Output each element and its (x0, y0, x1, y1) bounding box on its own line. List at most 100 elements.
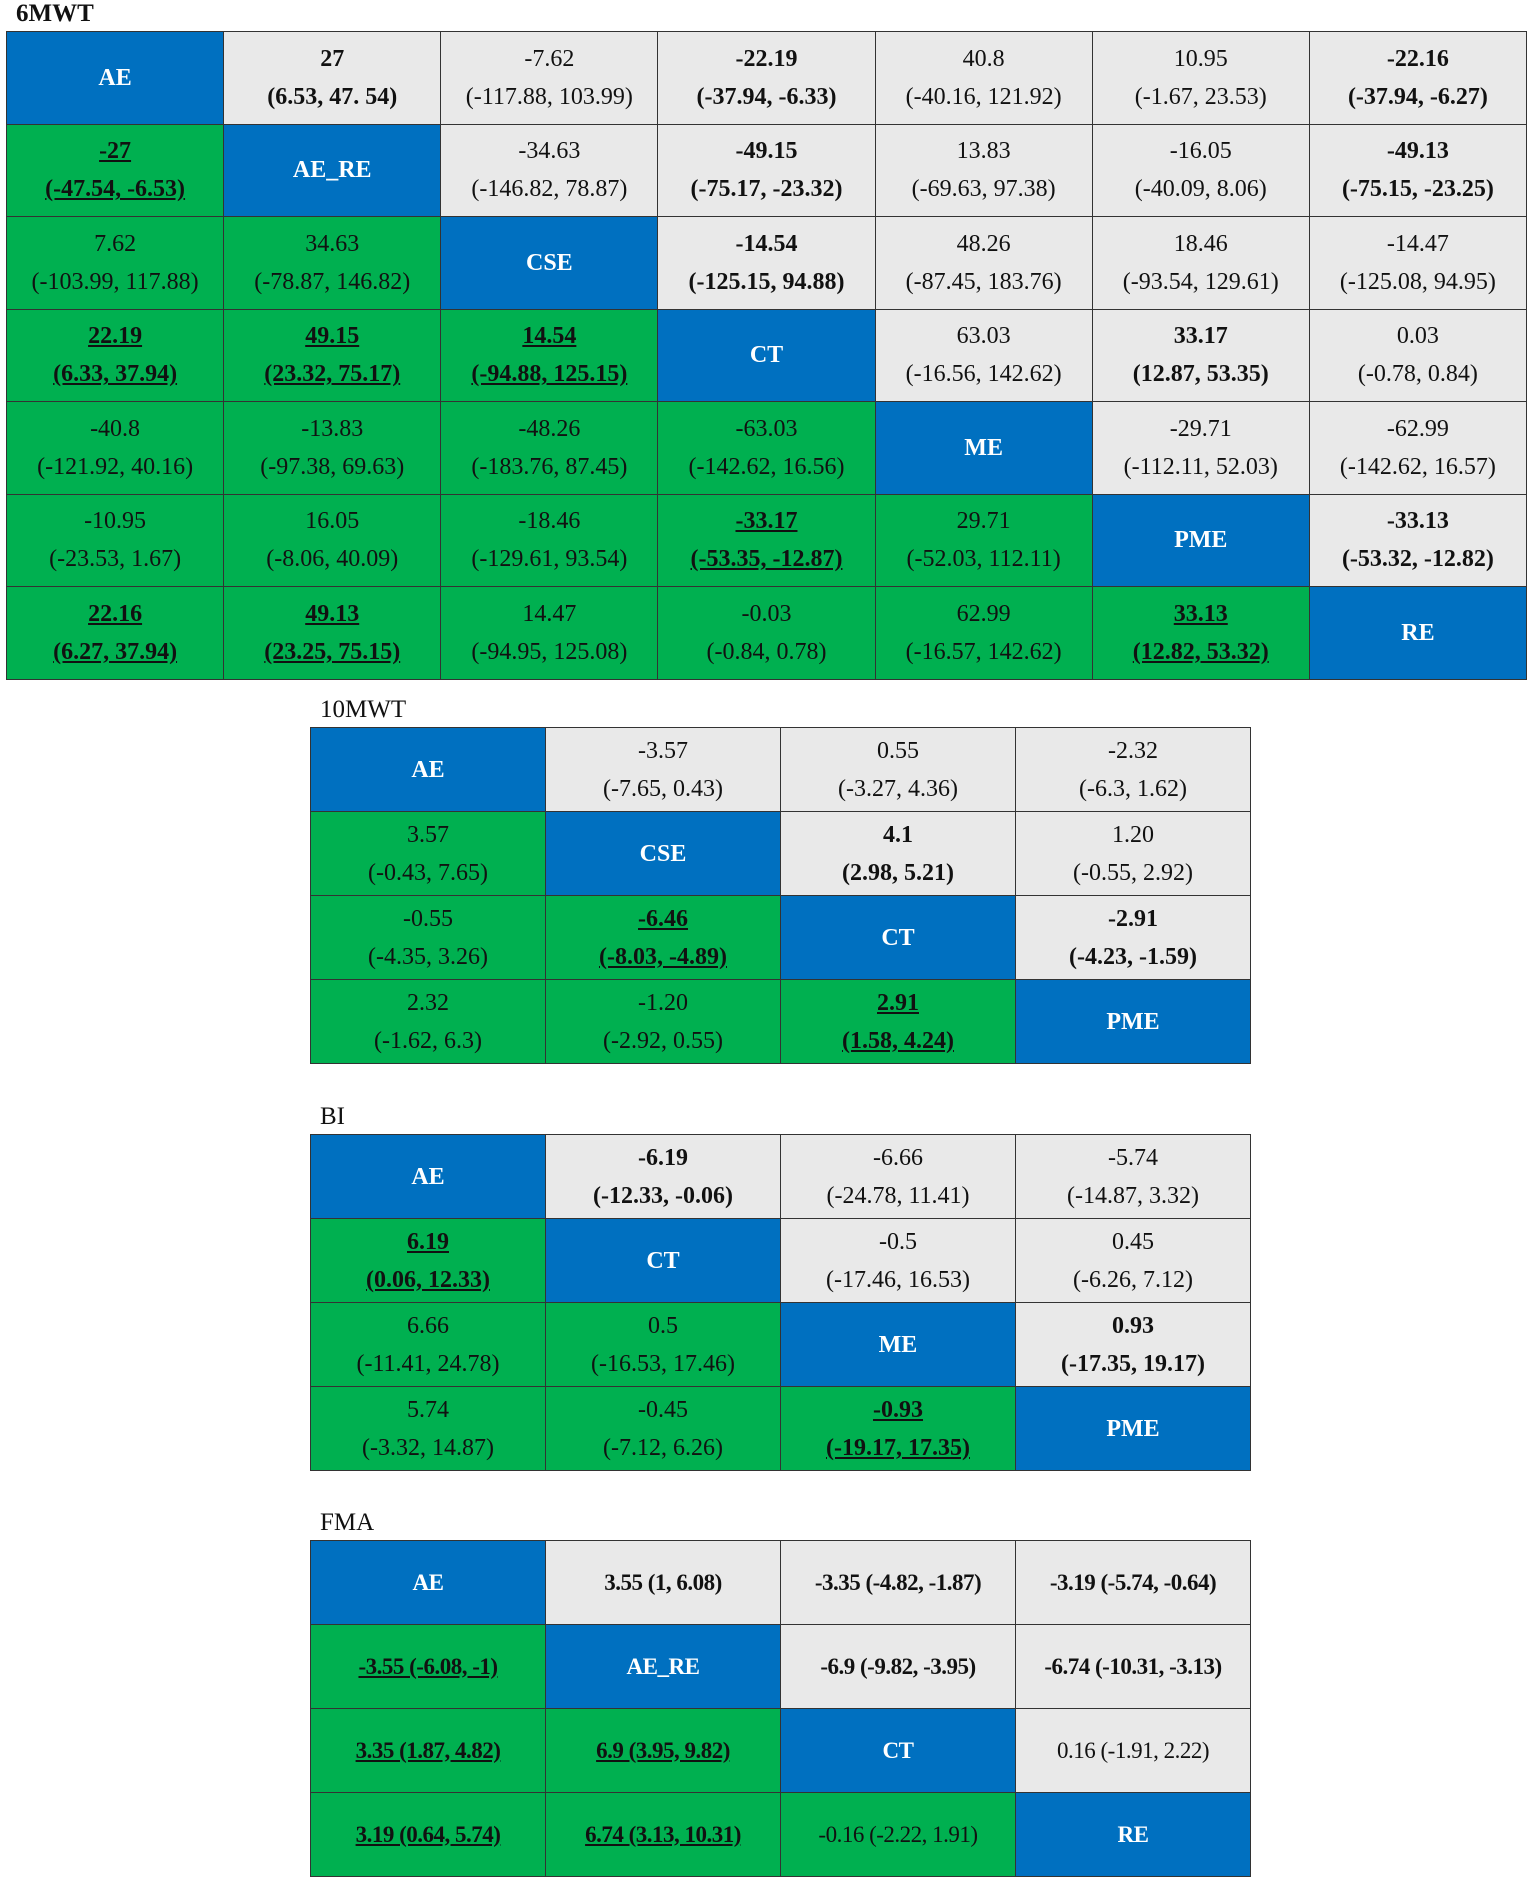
effect-estimate: 18.46 (1173, 230, 1228, 257)
confidence-interval: (23.32, 75.17) (264, 361, 401, 388)
effect-estimate: -27 (99, 138, 132, 165)
effect-estimate: -2.91 (1108, 905, 1158, 932)
treatment-label: ME (878, 1331, 918, 1358)
effect-estimate: 16.05 (305, 508, 360, 535)
lower-comparison-cell: -0.45 (-7.12, 6.26) (545, 1386, 781, 1471)
confidence-interval: (-75.15, -23.25) (1341, 176, 1494, 203)
confidence-interval: (-1.62, 6.3) (374, 1027, 482, 1054)
effect-estimate: -49.13 (1386, 138, 1449, 165)
treatment-label: CT (882, 1737, 914, 1763)
confidence-interval: (-78.87, 146.82) (254, 268, 411, 295)
matrix-row: AE -6.19 (-12.33, -0.06) -6.66 (-24.78, 11.4… (310, 1134, 1251, 1219)
table-title-10mwt: 10MWT (320, 696, 407, 723)
upper-comparison-cell: -6.74 (-10.31, -3.13) (1015, 1624, 1251, 1709)
lower-comparison-cell: 34.63 (-78.87, 146.82) (223, 216, 442, 310)
effect-estimate: 1.20 (1112, 821, 1154, 848)
confidence-interval: (-97.38, 69.63) (260, 453, 405, 480)
lower-comparison-cell: 2.32 (-1.62, 6.3) (310, 979, 546, 1064)
comparison-matrix-bi: AE -6.19 (-12.33, -0.06) -6.66 (-24.78, 11.4… (310, 1134, 1251, 1471)
upper-comparison-cell: 4.1 (2.98, 5.21) (780, 811, 1016, 896)
upper-comparison-cell: -22.19 (-37.94, -6.33) (657, 31, 876, 125)
effect-estimate: 0.03 (1396, 323, 1439, 350)
lower-comparison-cell: 49.13 (23.25, 75.15) (223, 586, 442, 680)
effect-estimate: 2.32 (407, 989, 449, 1016)
lower-comparison-cell: -1.20 (-2.92, 0.55) (545, 979, 781, 1064)
effect-estimate: -62.99 (1386, 415, 1449, 442)
effect-estimate: -33.13 (1386, 508, 1449, 535)
confidence-interval: (-11.41, 24.78) (356, 1350, 500, 1377)
confidence-interval: (-19.17, 17.35) (826, 1434, 970, 1461)
treatment-label-cell: AE (310, 1134, 546, 1219)
treatment-label: ME (964, 434, 1003, 461)
treatment-label: CSE (639, 840, 687, 867)
table-title-6mwt: 6MWT (16, 0, 94, 27)
confidence-interval: (-16.56, 142.62) (905, 361, 1062, 388)
effect-estimate: -16.05 (1169, 138, 1232, 165)
upper-comparison-cell: 33.17 (12.87, 53.35) (1091, 308, 1310, 402)
upper-comparison-cell: -14.54 (-125.15, 94.88) (657, 216, 876, 310)
upper-comparison-cell: 18.46 (-93.54, 129.61) (1091, 216, 1310, 310)
effect-estimate: -33.17 (735, 508, 798, 535)
effect-estimate: 22.16 (88, 600, 143, 627)
treatment-label-cell: CSE (440, 216, 659, 310)
confidence-interval: (-4.35, 3.26) (368, 943, 488, 970)
treatment-label: PME (1106, 1008, 1160, 1035)
matrix-row: 2.32 (-1.62, 6.3) -1.20 (-2.92, 0.55) 2.91 (1… (310, 979, 1251, 1064)
treatment-label-cell: PME (1015, 979, 1251, 1064)
lower-comparison-cell: 22.16 (6.27, 37.94) (5, 586, 225, 680)
treatment-label: CT (749, 342, 784, 369)
confidence-interval: (-7.12, 6.26) (603, 1434, 723, 1461)
matrix-row: 22.19 (6.33, 37.94) 49.15 (23.32, 75.17) 14.… (5, 308, 1528, 402)
treatment-label-cell: CT (780, 1708, 1016, 1793)
upper-comparison-cell: 48.26 (-87.45, 183.76) (874, 216, 1093, 310)
effect-estimate: -10.95 (84, 508, 147, 535)
treatment-label-cell: CT (780, 895, 1016, 980)
confidence-interval: (-52.03, 112.11) (906, 546, 1061, 573)
matrix-row: -0.55 (-4.35, 3.26) -6.46 (-8.03, -4.89) CT -… (310, 895, 1251, 980)
confidence-interval: (0.06, 12.33) (366, 1266, 490, 1293)
effect-estimate: -3.19 (-5.74, -0.64) (1049, 1569, 1217, 1595)
lower-comparison-cell: 22.19 (6.33, 37.94) (5, 308, 225, 402)
effect-estimate: -48.26 (518, 415, 581, 442)
matrix-row: AE -3.57 (-7.65, 0.43) 0.55 (-3.27, 4.36) -2.… (310, 727, 1251, 812)
confidence-interval: (-16.53, 17.46) (591, 1350, 735, 1377)
upper-comparison-cell: -6.66 (-24.78, 11.41) (780, 1134, 1016, 1219)
effect-estimate: -3.35 (-4.82, -1.87) (814, 1569, 982, 1595)
upper-comparison-cell: 0.03 (-0.78, 0.84) (1308, 308, 1528, 402)
confidence-interval: (-112.11, 52.03) (1123, 453, 1278, 480)
treatment-label-cell: CSE (545, 811, 781, 896)
effect-estimate: -0.93 (873, 1396, 923, 1423)
upper-comparison-cell: 0.55 (-3.27, 4.36) (780, 727, 1016, 812)
matrix-row: -27 (-47.54, -6.53) AE_RE -34.63 (-146.82, 7… (5, 123, 1528, 217)
upper-comparison-cell: 0.16 (-1.91, 2.22) (1015, 1708, 1251, 1793)
effect-estimate: 0.93 (1112, 1312, 1154, 1339)
lower-comparison-cell: 7.62 (-103.99, 117.88) (5, 216, 225, 310)
treatment-label: AE (411, 1163, 445, 1190)
effect-estimate: -29.71 (1169, 415, 1232, 442)
lower-comparison-cell: -33.17 (-53.35, -12.87) (657, 493, 876, 587)
confidence-interval: (-37.94, -6.33) (696, 83, 837, 110)
confidence-interval: (-0.55, 2.92) (1073, 859, 1193, 886)
treatment-label: PME (1174, 527, 1228, 554)
effect-estimate: -6.9 (-9.82, -3.95) (820, 1653, 976, 1679)
matrix-row: 6.66 (-11.41, 24.78) 0.5 (-16.53, 17.46) ME 0… (310, 1302, 1251, 1387)
confidence-interval: (-8.03, -4.89) (599, 943, 727, 970)
lower-comparison-cell: 6.9 (3.95, 9.82) (545, 1708, 781, 1793)
matrix-row: -40.8 (-121.92, 40.16) -13.83 (-97.38, 69.6… (5, 401, 1528, 495)
effect-estimate: 6.9 (3.95, 9.82) (596, 1737, 730, 1763)
confidence-interval: (-53.35, -12.87) (690, 546, 843, 573)
effect-estimate: -6.46 (638, 905, 688, 932)
treatment-label: CT (646, 1247, 680, 1274)
upper-comparison-cell: -49.13 (-75.15, -23.25) (1308, 123, 1528, 217)
table-title-fma: FMA (320, 1509, 375, 1536)
upper-comparison-cell: 1.20 (-0.55, 2.92) (1015, 811, 1251, 896)
matrix-row: 3.57 (-0.43, 7.65) CSE 4.1 (2.98, 5.21) 1.20 (… (310, 811, 1251, 896)
effect-estimate: -22.16 (1386, 45, 1449, 72)
effect-estimate: -34.63 (518, 138, 581, 165)
lower-comparison-cell: 14.54 (-94.88, 125.15) (440, 308, 659, 402)
confidence-interval: (-103.99, 117.88) (31, 268, 199, 295)
confidence-interval: (-94.95, 125.08) (471, 638, 628, 665)
lower-comparison-cell: -10.95 (-23.53, 1.67) (5, 493, 225, 587)
lower-comparison-cell: -63.03 (-142.62, 16.56) (657, 401, 876, 495)
effect-estimate: 0.5 (648, 1312, 678, 1339)
